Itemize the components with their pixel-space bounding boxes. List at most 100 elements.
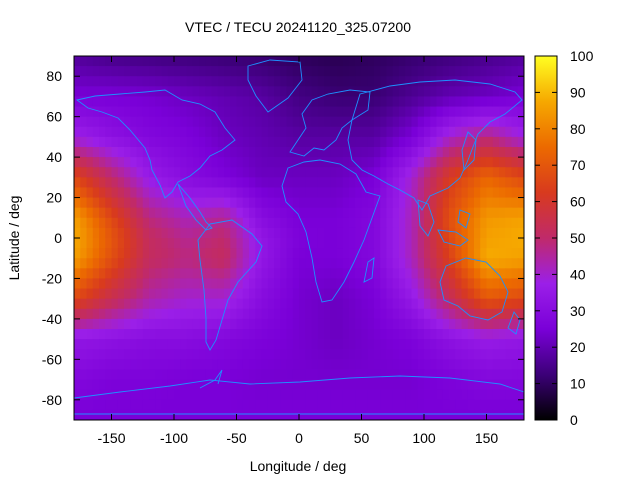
heatmap-cell — [167, 278, 175, 290]
heatmap-cell — [136, 116, 144, 128]
heatmap-cell — [305, 187, 313, 199]
heatmap-cell — [161, 76, 169, 87]
heatmap-cell — [480, 167, 488, 178]
heatmap-cell — [99, 96, 106, 108]
heatmap-cell — [205, 409, 213, 420]
heatmap-cell — [505, 66, 513, 77]
heatmap-cell — [480, 177, 488, 189]
heatmap-cell — [174, 227, 181, 239]
heatmap-cell — [330, 167, 338, 178]
heatmap-cell — [111, 157, 119, 168]
heatmap-cell — [474, 147, 481, 158]
heatmap-cell — [167, 136, 175, 148]
heatmap-cell — [417, 318, 425, 330]
heatmap-cell — [486, 349, 494, 360]
heatmap-cell — [511, 359, 519, 371]
heatmap-cell — [330, 329, 338, 340]
heatmap-cell — [267, 187, 275, 199]
heatmap-cell — [267, 66, 275, 77]
heatmap-cell — [336, 197, 344, 209]
heatmap-cell — [217, 369, 225, 381]
heatmap-cell — [455, 167, 463, 178]
heatmap-cell — [99, 136, 106, 148]
heatmap-cell — [261, 197, 269, 209]
heatmap-cell — [380, 268, 388, 280]
heatmap-cell — [230, 258, 238, 269]
heatmap-cell — [199, 197, 206, 209]
heatmap-cell — [517, 359, 524, 371]
heatmap-cell — [74, 278, 81, 290]
heatmap-cell — [74, 339, 81, 350]
heatmap-cell — [142, 318, 150, 330]
heatmap-cell — [374, 207, 381, 219]
heatmap-cell — [224, 359, 231, 371]
heatmap-cell — [286, 409, 294, 420]
heatmap-cell — [399, 126, 406, 138]
heatmap-cell — [374, 177, 381, 189]
heatmap-cell — [324, 339, 331, 350]
heatmap-cell — [411, 157, 419, 168]
heatmap-cell — [155, 409, 163, 420]
heatmap-cell — [80, 278, 88, 290]
heatmap-cell — [111, 359, 119, 371]
heatmap-cell — [505, 349, 513, 360]
heatmap-cell — [192, 76, 200, 87]
heatmap-cell — [136, 339, 144, 350]
heatmap-cell — [424, 96, 431, 108]
heatmap-cell — [330, 298, 338, 310]
heatmap-cell — [142, 227, 150, 239]
heatmap-cell — [336, 349, 344, 360]
heatmap-cell — [361, 329, 369, 340]
heatmap-cell — [192, 318, 200, 330]
heatmap-cell — [205, 207, 213, 219]
heatmap-cell — [217, 359, 225, 371]
heatmap-cell — [267, 349, 275, 360]
heatmap-cell — [167, 359, 175, 371]
heatmap-cell — [105, 177, 113, 189]
heatmap-cell — [305, 76, 313, 87]
heatmap-cell — [117, 318, 125, 330]
heatmap-cell — [117, 76, 125, 87]
heatmap-cell — [380, 86, 388, 98]
heatmap-cell — [361, 288, 369, 300]
heatmap-cell — [74, 56, 81, 67]
heatmap-cell — [205, 399, 213, 411]
heatmap-cell — [149, 187, 156, 199]
heatmap-cell — [499, 187, 506, 199]
heatmap-cell — [230, 86, 238, 98]
heatmap-cell — [105, 258, 113, 269]
heatmap-cell — [255, 359, 263, 371]
heatmap-cell — [80, 339, 88, 350]
heatmap-cell — [99, 66, 106, 77]
heatmap-cell — [192, 116, 200, 128]
heatmap-cell — [442, 177, 450, 189]
heatmap-cell — [367, 278, 375, 290]
heatmap-cell — [161, 147, 169, 158]
heatmap-cell — [392, 268, 400, 280]
heatmap-cell — [392, 86, 400, 98]
heatmap-cell — [136, 369, 144, 381]
heatmap-cell — [136, 308, 144, 320]
heatmap-cell — [361, 349, 369, 360]
heatmap-cell — [105, 227, 113, 239]
heatmap-cell — [405, 56, 413, 67]
heatmap-cell — [361, 318, 369, 330]
heatmap-cell — [336, 359, 344, 371]
heatmap-cell — [161, 96, 169, 108]
heatmap-cell — [280, 318, 288, 330]
heatmap-cell — [199, 329, 206, 340]
heatmap-cell — [205, 106, 213, 118]
heatmap-cell — [430, 389, 438, 401]
heatmap-cell — [230, 339, 238, 350]
heatmap-cell — [511, 106, 519, 118]
heatmap-cell — [374, 76, 381, 87]
heatmap-cell — [124, 227, 131, 239]
heatmap-cell — [199, 349, 206, 360]
heatmap-cell — [249, 389, 256, 401]
heatmap-cell — [324, 227, 331, 239]
heatmap-cell — [180, 116, 188, 128]
heatmap-cell — [442, 217, 450, 229]
heatmap-cell — [286, 177, 294, 189]
heatmap-cell — [167, 399, 175, 411]
heatmap-cell — [392, 66, 400, 77]
